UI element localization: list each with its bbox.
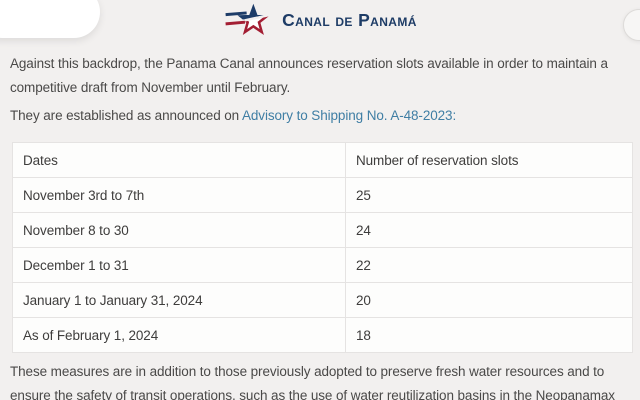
cell-slots: 25: [345, 177, 633, 213]
floating-pill: [0, 0, 100, 38]
cell-slots: 20: [345, 282, 633, 318]
measures-paragraph: These measures are in addition to those …: [10, 364, 615, 400]
table-row: As of February 1, 2024 18: [12, 317, 633, 353]
table-header-row: Dates Number of reservation slots: [12, 142, 633, 178]
advisory-prefix: They are established as announced on: [10, 108, 242, 123]
site-logo: Canal de Panamá: [0, 2, 640, 39]
table-row: January 1 to January 31, 2024 20: [12, 282, 633, 318]
cell-dates: January 1 to January 31, 2024: [12, 282, 346, 318]
reservation-slots-table: Dates Number of reservation slots Novemb…: [12, 142, 633, 353]
intro-paragraph: Against this backdrop, the Panama Canal …: [10, 56, 608, 95]
cell-dates: December 1 to 31: [12, 247, 346, 283]
column-header-dates: Dates: [12, 142, 346, 178]
cell-dates: November 3rd to 7th: [12, 177, 346, 213]
logo-title: Canal de Panamá: [282, 10, 417, 30]
column-header-slots: Number of reservation slots: [345, 142, 633, 178]
cell-dates: November 8 to 30: [12, 212, 346, 248]
cell-slots: 18: [345, 317, 633, 353]
cell-slots: 24: [345, 212, 633, 248]
table-row: November 8 to 30 24: [12, 212, 633, 248]
advisory-paragraph: They are established as announced on Adv…: [10, 104, 456, 128]
canal-star-icon: [225, 3, 271, 35]
cell-dates: As of February 1, 2024: [12, 317, 346, 353]
cell-slots: 22: [345, 247, 633, 283]
table-row: December 1 to 31 22: [12, 247, 633, 283]
table-row: November 3rd to 7th 25: [12, 177, 633, 213]
advisory-link[interactable]: Advisory to Shipping No. A-48-2023:: [241, 108, 457, 123]
